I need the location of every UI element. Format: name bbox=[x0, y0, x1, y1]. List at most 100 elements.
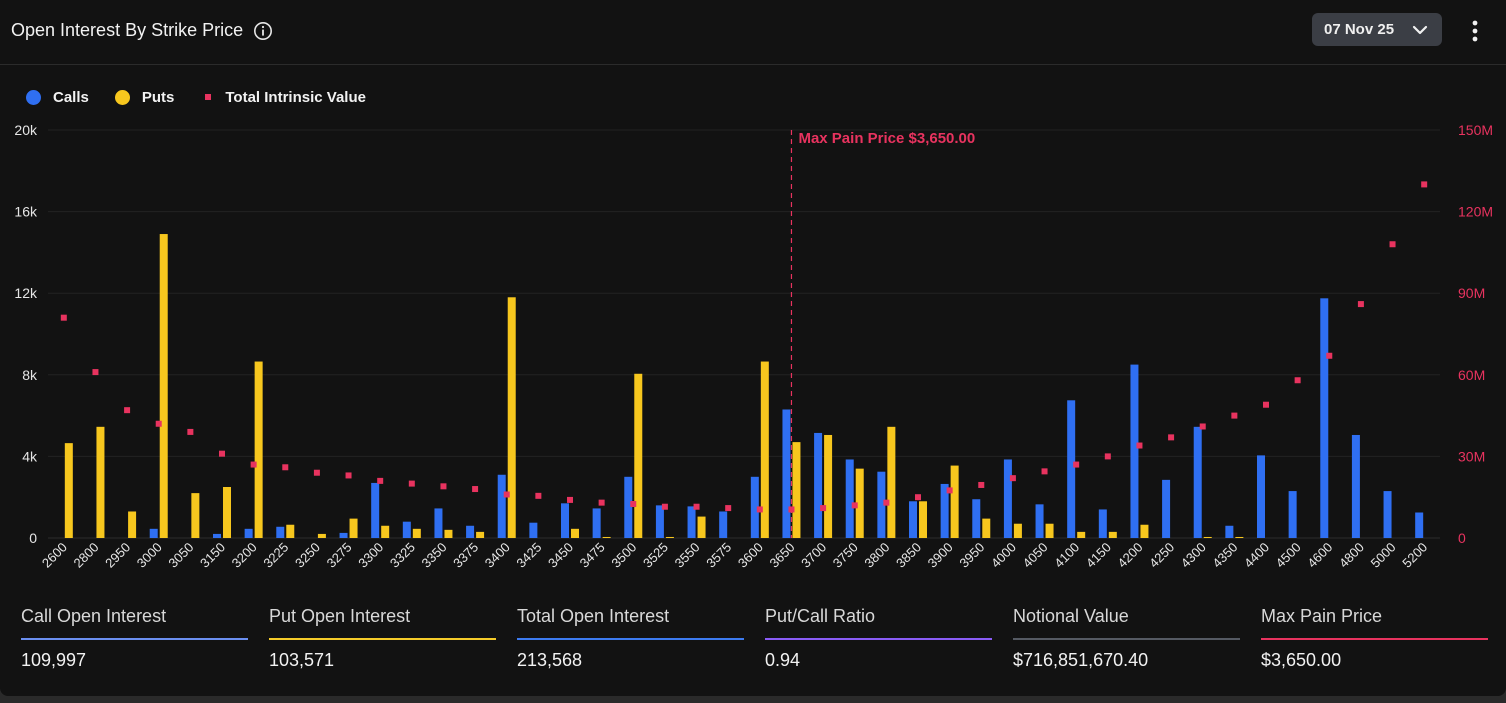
call-bar bbox=[561, 503, 569, 538]
intrinsic-point bbox=[1073, 461, 1080, 468]
panel-title: Open Interest By Strike Price bbox=[11, 20, 244, 40]
intrinsic-point bbox=[1199, 423, 1206, 430]
call-bar bbox=[1383, 491, 1392, 538]
x-tick-label: 4050 bbox=[1020, 540, 1051, 571]
call-bar bbox=[814, 432, 823, 538]
chart-legend: Calls Puts Total Intrinsic Value bbox=[26, 86, 392, 108]
intrinsic-point bbox=[1263, 401, 1269, 408]
call-bar bbox=[624, 476, 633, 538]
chevron-down-icon bbox=[1412, 25, 1428, 35]
intrinsic-point bbox=[1104, 453, 1111, 460]
intrinsic-point bbox=[915, 494, 921, 501]
call-bar bbox=[1162, 479, 1171, 538]
stat-value: 213,568 bbox=[517, 650, 583, 670]
intrinsic-legend-marker bbox=[205, 94, 212, 100]
intrinsic-point bbox=[756, 506, 763, 513]
intrinsic-point bbox=[978, 481, 985, 488]
call-bar bbox=[750, 476, 759, 538]
x-tick-label: 3275 bbox=[324, 540, 355, 571]
x-tick-label: 3525 bbox=[640, 540, 671, 571]
intrinsic-point bbox=[472, 486, 479, 493]
info-icon[interactable] bbox=[253, 21, 273, 41]
intrinsic-point bbox=[1041, 468, 1048, 475]
call-bar bbox=[434, 508, 443, 538]
put-bar bbox=[792, 442, 801, 538]
x-tick-label: 3400 bbox=[482, 540, 513, 571]
intrinsic-point bbox=[883, 499, 890, 506]
put-bar bbox=[317, 533, 326, 538]
put-bar bbox=[919, 501, 927, 538]
intrinsic-point bbox=[92, 369, 99, 376]
intrinsic-point bbox=[282, 464, 289, 471]
x-tick-label: 3800 bbox=[861, 540, 892, 571]
stat-label: Put/Call Ratio bbox=[765, 606, 876, 626]
intrinsic-point bbox=[250, 461, 257, 468]
call-bar bbox=[276, 526, 285, 538]
legend-calls[interactable]: Calls bbox=[26, 89, 89, 106]
call-bar bbox=[244, 528, 253, 538]
put-bar bbox=[855, 468, 864, 538]
put-bar bbox=[824, 434, 833, 538]
put-bar bbox=[254, 361, 263, 538]
expiry-date-label: 07 Nov 25 bbox=[1324, 21, 1395, 38]
x-tick-label: 5000 bbox=[1368, 540, 1399, 571]
x-tick-label: 3425 bbox=[513, 540, 544, 571]
intrinsic-point bbox=[1231, 412, 1238, 419]
x-tick-label: 3300 bbox=[355, 540, 386, 571]
intrinsic-point bbox=[155, 420, 162, 427]
stat-underline bbox=[21, 638, 248, 640]
x-tick-label: 3575 bbox=[703, 540, 734, 571]
call-bar bbox=[655, 505, 664, 538]
max-pain-annotation: Max Pain Price $3,650.00 bbox=[798, 130, 975, 147]
put-bar bbox=[381, 525, 390, 538]
put-bar bbox=[223, 487, 231, 538]
legend-intrinsic[interactable]: Total Intrinsic Value bbox=[200, 89, 366, 106]
x-tick-label: 4500 bbox=[1273, 540, 1304, 571]
x-tick-label: 2800 bbox=[71, 540, 102, 571]
call-bar bbox=[1351, 434, 1360, 538]
stat-underline bbox=[269, 638, 496, 640]
stat-total-open-interest: Total Open Interest 213,568 bbox=[517, 606, 744, 671]
intrinsic-point bbox=[693, 503, 700, 510]
call-bar bbox=[1193, 426, 1202, 538]
put-bar bbox=[571, 528, 579, 538]
y-tick-label: 20k bbox=[14, 122, 38, 138]
put-bar bbox=[286, 524, 295, 538]
put-bar bbox=[634, 373, 643, 538]
expiry-date-dropdown[interactable]: 07 Nov 25 bbox=[1312, 13, 1442, 46]
x-tick-label: 4350 bbox=[1209, 540, 1240, 571]
legend-puts[interactable]: Puts bbox=[114, 89, 174, 106]
x-tick-label: 4200 bbox=[1115, 540, 1146, 571]
puts-legend-marker bbox=[114, 89, 130, 105]
stat-value: 109,997 bbox=[21, 650, 87, 670]
put-bar bbox=[1203, 536, 1212, 538]
x-tick-label: 3000 bbox=[134, 540, 165, 571]
put-bar bbox=[1045, 523, 1054, 538]
calls-legend-marker bbox=[26, 89, 41, 105]
y2-tick-label: 90M bbox=[1458, 285, 1485, 301]
call-bar bbox=[1035, 504, 1044, 538]
put-bar bbox=[760, 361, 769, 538]
intrinsic-point bbox=[313, 469, 320, 476]
intrinsic-point bbox=[60, 314, 67, 321]
more-options-icon[interactable] bbox=[1465, 18, 1485, 44]
stat-underline bbox=[517, 638, 744, 640]
put-bar bbox=[602, 536, 611, 538]
call-bar bbox=[940, 483, 949, 538]
stat-label: Notional Value bbox=[1013, 606, 1129, 626]
intrinsic-point bbox=[187, 428, 194, 435]
call-bar bbox=[339, 532, 348, 538]
x-tick-label: 3900 bbox=[925, 540, 956, 571]
call-bar bbox=[972, 499, 981, 538]
x-tick-label: 3500 bbox=[608, 540, 639, 571]
intrinsic-point bbox=[1294, 377, 1301, 384]
call-bar bbox=[1415, 512, 1424, 538]
panel-header: Open Interest By Strike Price 07 Nov 25 bbox=[0, 0, 1506, 65]
x-tick-label: 3325 bbox=[387, 540, 418, 571]
stat-underline bbox=[1261, 638, 1488, 640]
put-bar bbox=[412, 528, 421, 538]
call-bar bbox=[1130, 364, 1139, 538]
stat-label: Call Open Interest bbox=[21, 606, 167, 626]
x-tick-label: 4000 bbox=[988, 540, 1019, 571]
